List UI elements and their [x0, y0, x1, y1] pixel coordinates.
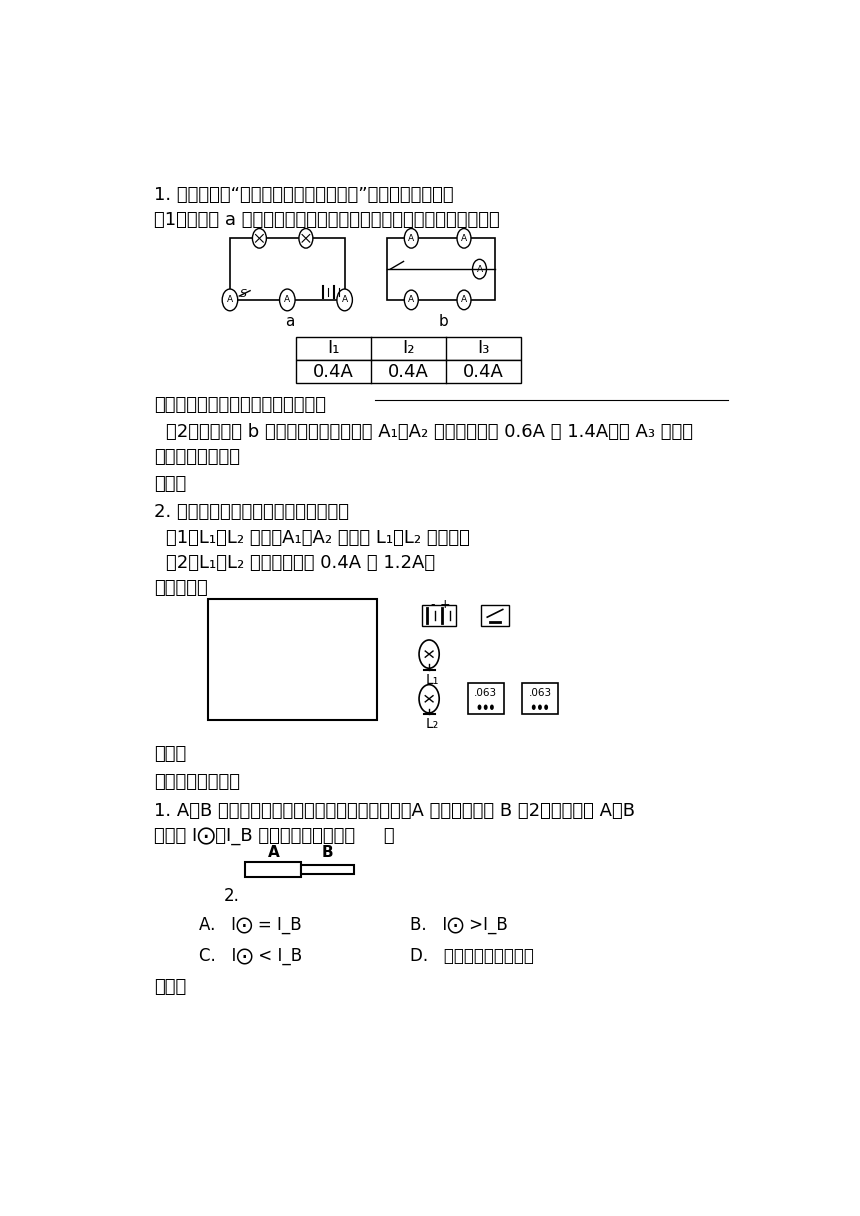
Text: -: -: [431, 598, 435, 612]
Bar: [296, 337, 521, 360]
Text: 电路设计：: 电路设计：: [154, 580, 208, 597]
Text: A: A: [341, 295, 347, 304]
Circle shape: [222, 289, 237, 311]
Text: （1）如下图 a 所示的电路连接好电路后，三只电流表的数据如下表：: （1）如下图 a 所示的电路连接好电路后，三只电流表的数据如下表：: [154, 212, 500, 230]
Text: 解析：: 解析：: [154, 978, 187, 996]
Text: 的电流 I⨀、I_B 间的关系正确的是（     ）: 的电流 I⨀、I_B 间的关系正确的是（ ）: [154, 827, 395, 845]
Text: 为＿＿＿＿＿＿。: 为＿＿＿＿＿＿。: [154, 447, 240, 466]
Circle shape: [457, 291, 471, 310]
Circle shape: [419, 685, 439, 713]
Text: L₂: L₂: [425, 717, 439, 731]
Circle shape: [484, 704, 488, 710]
Text: b: b: [439, 314, 448, 328]
Text: A: A: [408, 295, 415, 304]
Text: 解析：: 解析：: [154, 475, 187, 494]
Text: （2）L₁、L₂ 的电流分别为 0.4A 和 1.2A。: （2）L₁、L₂ 的电流分别为 0.4A 和 1.2A。: [166, 554, 435, 572]
Circle shape: [419, 640, 439, 669]
Circle shape: [531, 704, 536, 710]
Circle shape: [337, 289, 353, 311]
Circle shape: [280, 289, 295, 311]
Text: .063: .063: [474, 688, 497, 698]
Circle shape: [404, 291, 418, 310]
Text: A: A: [408, 233, 415, 243]
Text: 2.: 2.: [224, 886, 240, 905]
Bar: [208, 598, 378, 720]
Text: 0.4A: 0.4A: [312, 362, 353, 381]
Text: a: a: [285, 314, 294, 328]
Bar: [245, 862, 301, 878]
Text: B.   I⨀ >I_B: B. I⨀ >I_B: [409, 916, 507, 934]
Text: A.   I⨀ = I_B: A. I⨀ = I_B: [199, 916, 302, 934]
Circle shape: [544, 704, 548, 710]
Text: 解析：: 解析：: [154, 745, 187, 762]
Text: （2）如果他按 b 图连接好电路后，测得 A₁、A₂ 的电流分别为 0.6A 和 1.4A，则 A₃ 的电流: （2）如果他按 b 图连接好电路后，测得 A₁、A₂ 的电流分别为 0.6A 和…: [166, 423, 692, 441]
Bar: [522, 683, 558, 714]
Text: 0.4A: 0.4A: [388, 362, 428, 381]
Circle shape: [490, 704, 494, 710]
Text: A: A: [227, 295, 233, 304]
Text: .063: .063: [528, 688, 551, 698]
Bar: [230, 238, 345, 300]
Text: A: A: [285, 295, 291, 304]
Text: A: A: [476, 265, 482, 274]
Text: S: S: [240, 288, 248, 299]
Bar: [481, 604, 509, 626]
Text: （1）L₁、L₂ 并联，A₁、A₂ 分别测 L₁、L₂ 的电流；: （1）L₁、L₂ 并联，A₁、A₂ 分别测 L₁、L₂ 的电流；: [166, 529, 470, 547]
Bar: [296, 360, 521, 383]
Bar: [468, 683, 503, 714]
Text: 1. A、B 是同种材料制成的一段粗细不同的导线，A 的横截面积是 B 的2倍，则通过 A、B: 1. A、B 是同种材料制成的一段粗细不同的导线，A 的横截面积是 B 的2倍，…: [154, 803, 635, 820]
Text: I₁: I₁: [327, 339, 340, 358]
Text: D.   条件不足，无法判断: D. 条件不足，无法判断: [409, 947, 533, 964]
Text: 比较数据可得出结论：在串联电路中: 比较数据可得出结论：在串联电路中: [154, 396, 326, 415]
Bar: [422, 604, 457, 626]
Circle shape: [404, 229, 418, 248]
Text: B: B: [322, 845, 334, 860]
Circle shape: [253, 229, 267, 248]
Text: 2. 按要求设计电路图，并连接实物图：: 2. 按要求设计电路图，并连接实物图：: [154, 503, 349, 522]
Text: I₃: I₃: [477, 339, 489, 358]
Text: 0.4A: 0.4A: [463, 362, 504, 381]
Bar: [386, 238, 495, 300]
Text: A: A: [461, 233, 467, 243]
Text: 『思维学法训练』: 『思维学法训练』: [154, 772, 240, 790]
Circle shape: [299, 229, 313, 248]
Text: L₁: L₁: [425, 672, 439, 687]
Text: 1. 小明在探究“串、并联电路的电流规律”中做了如下实验：: 1. 小明在探究“串、并联电路的电流规律”中做了如下实验：: [154, 186, 453, 204]
Text: C.   I⨀ < I_B: C. I⨀ < I_B: [199, 947, 302, 964]
Circle shape: [472, 259, 487, 278]
Text: A: A: [267, 845, 280, 860]
Circle shape: [457, 229, 471, 248]
Circle shape: [477, 704, 482, 710]
Text: +: +: [440, 598, 451, 612]
Bar: [301, 865, 354, 874]
Circle shape: [538, 704, 542, 710]
Text: I₂: I₂: [402, 339, 415, 358]
Text: A: A: [461, 295, 467, 304]
